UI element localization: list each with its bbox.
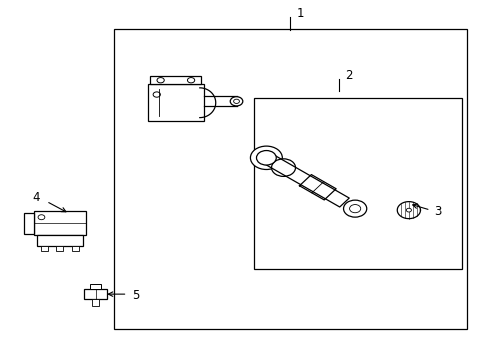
Text: 1: 1	[296, 7, 303, 20]
Text: 3: 3	[433, 206, 441, 219]
Text: 5: 5	[132, 289, 139, 302]
Bar	[72, 246, 79, 251]
Bar	[148, 84, 203, 121]
Circle shape	[187, 77, 194, 83]
Bar	[90, 284, 101, 289]
Circle shape	[233, 99, 239, 103]
Bar	[150, 76, 201, 84]
Bar	[37, 235, 82, 246]
Bar	[34, 211, 86, 235]
Bar	[56, 246, 63, 251]
Circle shape	[157, 77, 164, 83]
Circle shape	[271, 159, 295, 176]
Polygon shape	[299, 175, 335, 200]
Bar	[254, 99, 461, 269]
Circle shape	[343, 200, 366, 217]
Polygon shape	[263, 154, 348, 207]
Bar	[84, 289, 107, 300]
Circle shape	[38, 215, 45, 220]
Bar	[41, 246, 48, 251]
Text: 2: 2	[344, 69, 351, 82]
Bar	[92, 300, 99, 306]
Circle shape	[230, 97, 243, 106]
Circle shape	[406, 208, 410, 212]
Circle shape	[153, 92, 160, 97]
Text: 4: 4	[32, 191, 40, 204]
Circle shape	[256, 150, 276, 165]
Polygon shape	[396, 202, 420, 219]
Bar	[114, 30, 466, 329]
Bar	[24, 213, 34, 234]
Circle shape	[250, 146, 282, 170]
Circle shape	[349, 204, 360, 213]
